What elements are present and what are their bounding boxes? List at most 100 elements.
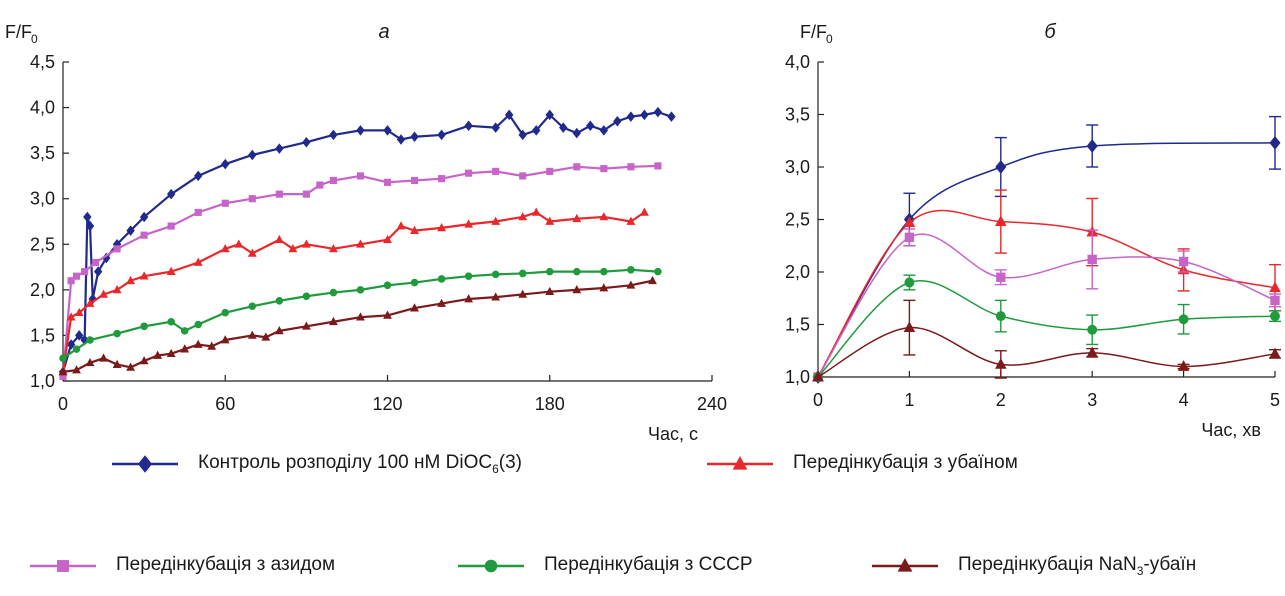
data-point-control: [518, 129, 527, 141]
data-point-ouabain: [274, 234, 284, 244]
data-point-azide: [221, 199, 229, 207]
data-point-azide: [996, 272, 1006, 282]
data-point-nan3_ouabain: [220, 335, 230, 344]
data-point-nan3_ouabain: [1086, 346, 1098, 358]
data-point-ouabain: [247, 248, 257, 257]
data-point-control: [667, 111, 676, 122]
x-tick-label: 2: [996, 390, 1006, 410]
data-point-nan3_ouabain: [995, 358, 1007, 369]
x-tick-label: 240: [697, 394, 727, 414]
data-point-nan3_ouabain: [437, 298, 446, 307]
data-point-azide: [81, 268, 89, 276]
series-line-nan3_ouabain: [62, 279, 653, 373]
data-point-control: [572, 127, 581, 139]
y-tick-label: 4,0: [30, 98, 55, 118]
data-point-ouabain: [1269, 281, 1281, 293]
x-tick-label: 60: [215, 394, 235, 414]
data-point-nan3_ouabain: [180, 344, 190, 353]
data-point-control: [75, 330, 84, 341]
data-point-control: [504, 109, 514, 121]
data-point-control: [599, 125, 609, 136]
y-tick-label: 3,5: [785, 105, 810, 125]
data-point-nan3_ouabain: [85, 357, 95, 367]
data-point-azide: [383, 178, 392, 186]
data-point-control: [275, 143, 284, 154]
y-tick-label: 3,0: [30, 189, 55, 209]
data-point-nan3_ouabain: [626, 280, 636, 289]
data-point-ouabain: [66, 312, 76, 321]
data-point-cccp: [329, 288, 338, 297]
data-point-control: [139, 211, 149, 223]
data-point-azide: [546, 167, 554, 175]
data-point-ouabain: [288, 244, 298, 253]
y-tick-label: 3,0: [785, 157, 810, 177]
data-point-cccp: [302, 292, 311, 301]
data-point-control: [221, 158, 230, 170]
data-point-nan3_ouabain: [139, 356, 149, 365]
data-point-nan3_ouabain: [383, 310, 392, 319]
data-point-azide: [113, 245, 121, 253]
y-axis-label-subscript: 0: [826, 32, 833, 46]
data-point-ouabain: [410, 225, 419, 234]
y-tick-label: 1,5: [785, 315, 810, 335]
data-point-nan3_ouabain: [247, 330, 257, 339]
data-point-ouabain: [545, 216, 555, 225]
data-point-control: [653, 106, 663, 118]
data-point-cccp: [464, 272, 473, 280]
panel-label: а: [378, 21, 389, 43]
data-point-ouabain: [639, 207, 649, 216]
data-point-ouabain: [193, 257, 203, 266]
y-tick-label: 2,0: [30, 280, 55, 300]
series-line-ouabain: [817, 209, 1276, 378]
data-point-cccp: [275, 297, 284, 305]
x-tick-label: 1: [904, 390, 914, 410]
data-point-control: [491, 122, 500, 133]
data-point-ouabain: [626, 216, 636, 225]
y-tick-label: 1,0: [785, 367, 810, 387]
data-point-control: [85, 220, 95, 232]
data-point-control: [1269, 135, 1281, 150]
data-point-nan3_ouabain: [812, 370, 824, 382]
data-point-cccp: [491, 270, 500, 279]
x-tick-label: 0: [58, 394, 68, 414]
data-point-azide: [438, 175, 446, 183]
data-point-ouabain: [995, 215, 1007, 226]
y-tick-label: 2,5: [30, 234, 55, 254]
data-point-cccp: [545, 267, 554, 276]
data-point-ouabain: [99, 289, 108, 298]
data-point-azide: [1087, 254, 1097, 265]
data-point-ouabain: [396, 221, 406, 230]
y-axis-label-subscript: 0: [31, 32, 38, 46]
data-point-cccp: [410, 278, 419, 287]
data-point-cccp: [627, 266, 635, 274]
data-point-cccp: [573, 267, 581, 276]
data-point-cccp: [1270, 311, 1280, 322]
data-point-azide: [316, 181, 324, 189]
data-point-nan3_ouabain: [207, 341, 217, 350]
data-point-nan3_ouabain: [193, 339, 203, 348]
data-point-ouabain: [301, 239, 311, 248]
x-axis-label: Час, хв: [1201, 420, 1261, 440]
data-point-ouabain: [166, 266, 176, 275]
x-tick-label: 4: [1179, 390, 1189, 410]
data-point-ouabain: [491, 216, 501, 225]
data-point-control: [995, 160, 1007, 174]
data-point-ouabain: [85, 298, 95, 307]
data-point-nan3_ouabain: [72, 365, 81, 374]
data-point-ouabain: [74, 307, 84, 317]
series-ouabain: [58, 207, 649, 376]
series-azide: [59, 162, 662, 381]
data-point-nan3_ouabain: [58, 367, 68, 376]
data-point-cccp: [437, 275, 446, 283]
data-point-azide: [140, 231, 148, 239]
y-axis-label: F/F: [5, 22, 32, 42]
data-point-cccp: [72, 345, 81, 353]
data-point-cccp: [167, 317, 175, 326]
data-point-cccp: [59, 354, 67, 362]
y-tick-label: 1,5: [30, 325, 55, 345]
data-point-nan3_ouabain: [301, 321, 311, 330]
data-point-cccp: [221, 308, 230, 317]
y-axis-label: F/F: [800, 22, 827, 42]
data-point-nan3_ouabain: [1177, 360, 1190, 371]
